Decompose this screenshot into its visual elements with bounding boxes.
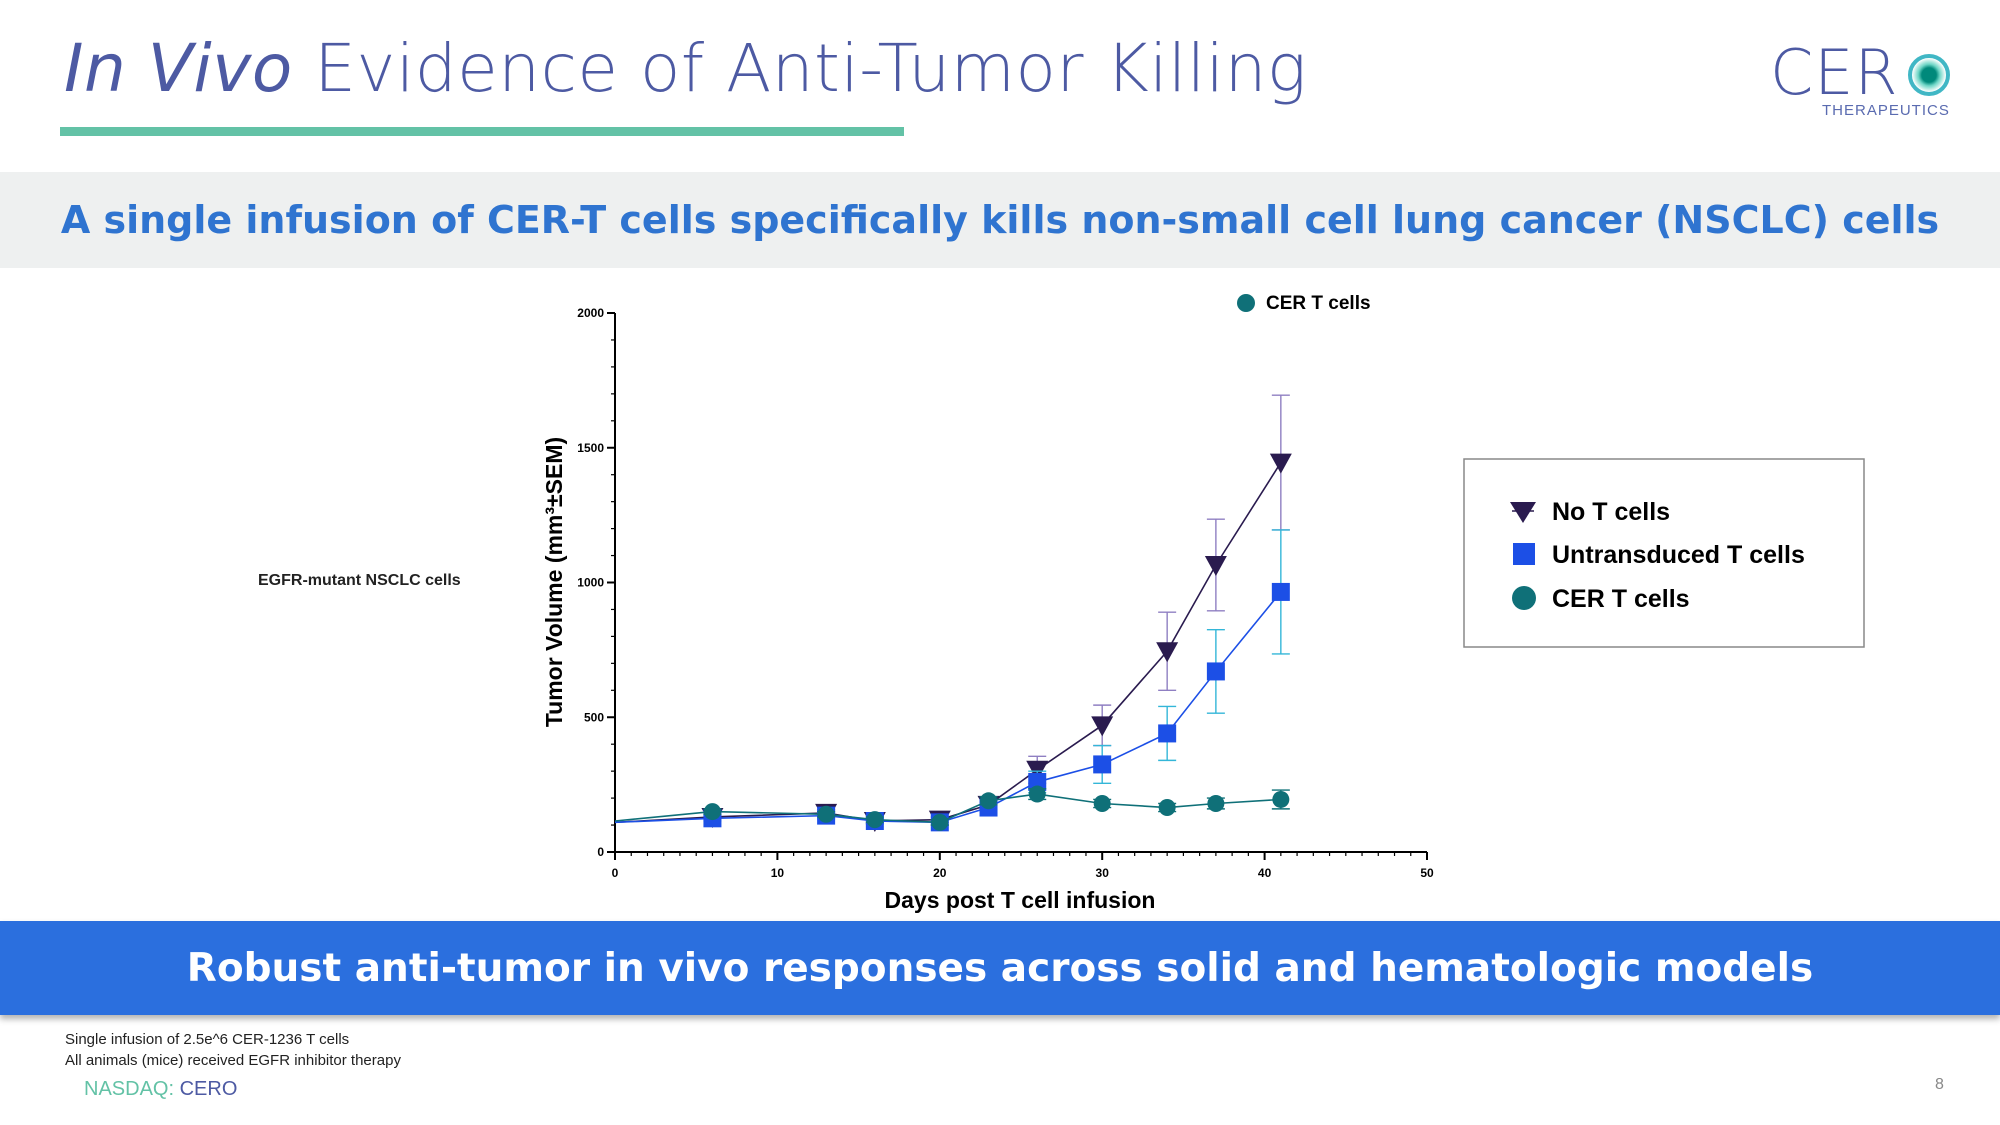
data-point <box>1207 794 1225 812</box>
legend-label-untransduced: Untransduced T cells <box>1552 541 1805 569</box>
logo-o-icon <box>1908 54 1950 96</box>
series-line <box>614 462 1282 824</box>
title-italic: In Vivo <box>64 30 293 107</box>
data-point <box>703 803 721 821</box>
data-point <box>866 811 884 829</box>
footnote-dose: Single infusion of 2.5e^6 CER-1236 T cel… <box>65 1031 350 1048</box>
data-point <box>1091 716 1114 737</box>
data-point <box>1204 555 1227 576</box>
x-tick-label: 0 <box>612 866 619 880</box>
chart-legend: No T cells Untransduced T cells CER T ce… <box>1463 458 1865 648</box>
data-point <box>980 792 998 810</box>
top-legend-label: CER T cells <box>1266 293 1371 314</box>
series-0 <box>614 394 1292 833</box>
x-tick-label: 50 <box>1420 866 1434 880</box>
data-point <box>1093 755 1112 774</box>
legend-label-no-t: No T cells <box>1552 498 1670 526</box>
x-axis-title: Days post T cell infusion <box>885 887 1156 913</box>
title-underline <box>60 127 904 136</box>
x-tick-label: 40 <box>1258 866 1272 880</box>
data-point <box>1158 724 1177 743</box>
logo-subtitle: THERAPEUTICS <box>1822 102 1950 119</box>
series-2 <box>614 785 1290 831</box>
ticker-symbol: CERO <box>179 1078 238 1100</box>
y-tick-label: 1000 <box>577 576 604 590</box>
series-1 <box>614 529 1290 832</box>
legend-marker-cer <box>1512 586 1536 610</box>
data-point <box>1271 582 1290 601</box>
data-point <box>931 813 949 831</box>
data-point <box>1028 785 1046 803</box>
page-number: 8 <box>1935 1076 1944 1093</box>
bottom-banner: Robust anti-tumor in vivo responses acro… <box>0 921 2000 1015</box>
ticker-label: NASDAQ: CERO <box>84 1078 237 1101</box>
legend-marker-untransduced <box>1513 543 1535 565</box>
y-tick-label: 0 <box>597 845 604 859</box>
company-logo: CER THERAPEUTICS <box>1770 36 1950 122</box>
legend-marker-no-t <box>1510 502 1536 523</box>
logo-wordmark: CER <box>1770 36 1899 109</box>
cell-line-label: EGFR-mutant NSCLC cells <box>258 572 461 589</box>
chart-axes: 0 500 1000 1500 2000 0 10 20 30 40 50 <box>577 306 1434 880</box>
x-tick-label: 10 <box>771 866 785 880</box>
top-legend-marker <box>1237 294 1255 312</box>
footnote-therapy: All animals (mice) received EGFR inhibit… <box>65 1052 401 1069</box>
legend-label-cer: CER T cells <box>1552 585 1690 613</box>
top-legend: CER T cells <box>1237 293 1371 314</box>
chart-series <box>614 394 1292 833</box>
top-banner: A single infusion of CER-T cells specifi… <box>0 172 2000 268</box>
data-point <box>1158 799 1176 817</box>
data-point <box>1156 642 1179 663</box>
y-tick-label: 1500 <box>577 441 604 455</box>
data-point <box>1093 794 1111 812</box>
y-axis-title: Tumor Volume (mm³±SEM) <box>541 437 567 727</box>
y-tick-label: 2000 <box>577 306 604 320</box>
ticker-exchange: NASDAQ: <box>84 1078 175 1100</box>
page-title: In Vivo Evidence of Anti-Tumor Killing <box>64 30 1307 107</box>
data-point <box>1028 772 1047 791</box>
data-point <box>817 805 835 823</box>
data-point <box>1272 790 1290 808</box>
title-rest: Evidence of Anti-Tumor Killing <box>314 30 1308 107</box>
top-banner-text: A single infusion of CER-T cells specifi… <box>60 198 1940 242</box>
bottom-banner-text: Robust anti-tumor in vivo responses acro… <box>186 945 1814 991</box>
x-tick-label: 20 <box>933 866 947 880</box>
y-tick-label: 500 <box>584 710 604 724</box>
data-point <box>1269 453 1292 474</box>
x-tick-label: 30 <box>1096 866 1110 880</box>
data-point <box>1206 662 1225 681</box>
